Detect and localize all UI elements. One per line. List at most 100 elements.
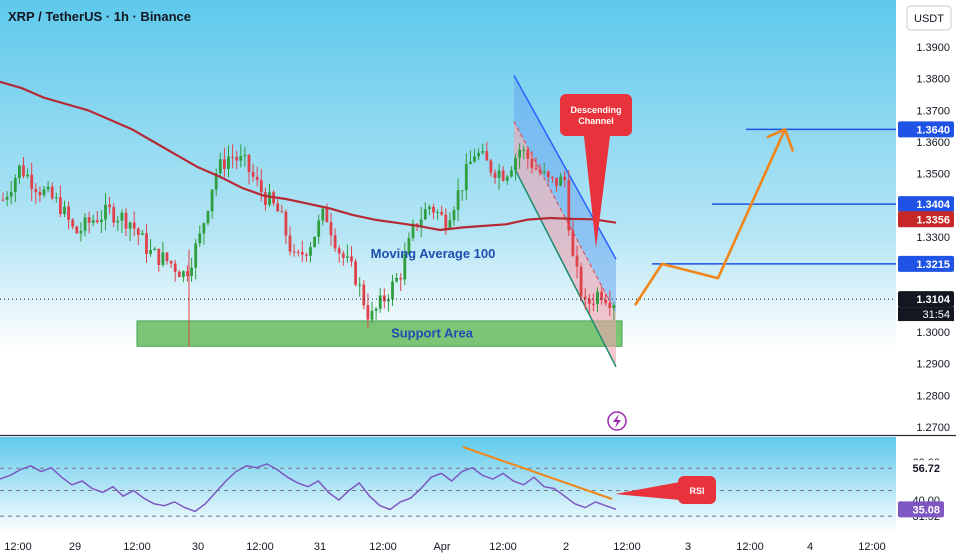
time-tick-label: 2	[563, 541, 569, 553]
candle	[555, 177, 558, 192]
price-tick-label: 1.2700	[916, 422, 950, 434]
candle	[165, 252, 169, 265]
candle	[83, 213, 87, 237]
symbol-title[interactable]: XRP / TetherUS · 1h · Binance	[8, 9, 191, 24]
candle	[206, 210, 210, 226]
candle	[87, 211, 91, 234]
candle	[329, 212, 333, 246]
time-axis-background	[0, 533, 896, 560]
candle	[464, 153, 468, 200]
time-tick-label: 4	[807, 541, 813, 553]
candle	[280, 204, 284, 213]
candle	[391, 274, 394, 306]
candle	[592, 293, 595, 312]
candle	[370, 301, 374, 324]
time-tick-label: 12:00	[123, 541, 151, 553]
candle	[202, 222, 206, 245]
projection-arrowhead	[766, 128, 795, 152]
price-badge	[898, 211, 954, 228]
projection-path[interactable]	[633, 128, 787, 306]
lightning-icon[interactable]	[607, 411, 627, 431]
candle	[79, 222, 83, 242]
rsi-trendline[interactable]	[462, 446, 613, 500]
channel-upper-line[interactable]	[513, 75, 617, 260]
candle	[305, 252, 308, 262]
time-tick-label: 12:00	[369, 541, 397, 553]
candle	[149, 239, 152, 257]
candle	[542, 162, 546, 176]
candle	[153, 246, 157, 251]
candle	[22, 156, 25, 179]
candle	[95, 210, 99, 224]
time-tick-label: Apr	[433, 541, 450, 553]
candle	[567, 170, 571, 236]
candle	[296, 249, 300, 257]
candle	[50, 182, 54, 201]
candle	[198, 225, 202, 247]
candle	[497, 163, 501, 190]
candle	[75, 225, 79, 234]
candle	[387, 294, 390, 312]
descending-channel-callout: Descending Channel	[560, 94, 632, 248]
channel-upper-fill	[514, 75, 616, 313]
candle	[374, 307, 378, 320]
candle	[436, 209, 439, 221]
candle	[124, 208, 128, 237]
time-tick-label: 12:00	[858, 541, 886, 553]
candle	[5, 191, 9, 207]
rsi-line[interactable]	[0, 463, 617, 513]
price-badge-label: 1.3215	[916, 259, 950, 271]
candle	[481, 143, 485, 155]
candle	[587, 293, 591, 314]
candle	[30, 162, 34, 202]
candle	[18, 164, 21, 185]
rsi-badge-label: 56.72	[912, 463, 940, 475]
price-badge	[898, 255, 954, 272]
candle	[432, 203, 435, 220]
candle	[186, 265, 189, 282]
candle	[104, 192, 107, 231]
time-tick-label: 12:00	[736, 541, 764, 553]
currency-button[interactable]	[906, 5, 952, 31]
candle	[141, 229, 144, 236]
moving-average-line[interactable]	[0, 80, 617, 232]
support-area-label: Support Area	[391, 326, 474, 341]
candle	[477, 148, 480, 161]
candle	[42, 185, 46, 198]
candle	[456, 178, 460, 222]
candle	[378, 287, 382, 313]
candle	[100, 209, 103, 233]
candle	[604, 293, 608, 307]
countdown-label: 31:54	[922, 309, 950, 321]
candle	[612, 302, 616, 321]
price-badge	[898, 121, 954, 138]
candle	[13, 174, 17, 202]
descending-channel-label-2: Channel	[578, 116, 614, 126]
candle	[71, 217, 75, 230]
price-badge-label: 1.3356	[916, 214, 950, 226]
candle	[460, 190, 464, 201]
channel-lower-line[interactable]	[513, 166, 617, 368]
candle	[235, 150, 239, 170]
candle	[231, 144, 234, 169]
candle	[346, 244, 349, 263]
candle	[350, 246, 353, 267]
price-badge	[898, 196, 954, 213]
candle	[362, 280, 366, 310]
candle	[145, 224, 148, 263]
candle	[448, 212, 452, 231]
candle	[563, 171, 567, 188]
price-tick-label: 1.3900	[916, 42, 950, 54]
rsi-pane-background	[0, 437, 896, 533]
candle	[530, 151, 534, 174]
candle	[63, 200, 66, 218]
candle	[341, 250, 345, 266]
candles	[1, 142, 616, 347]
candle	[26, 168, 29, 179]
candle	[419, 207, 423, 237]
price-tick-label: 1.3800	[916, 74, 950, 86]
candle	[292, 243, 296, 257]
candle	[120, 209, 124, 233]
candle	[469, 150, 472, 165]
